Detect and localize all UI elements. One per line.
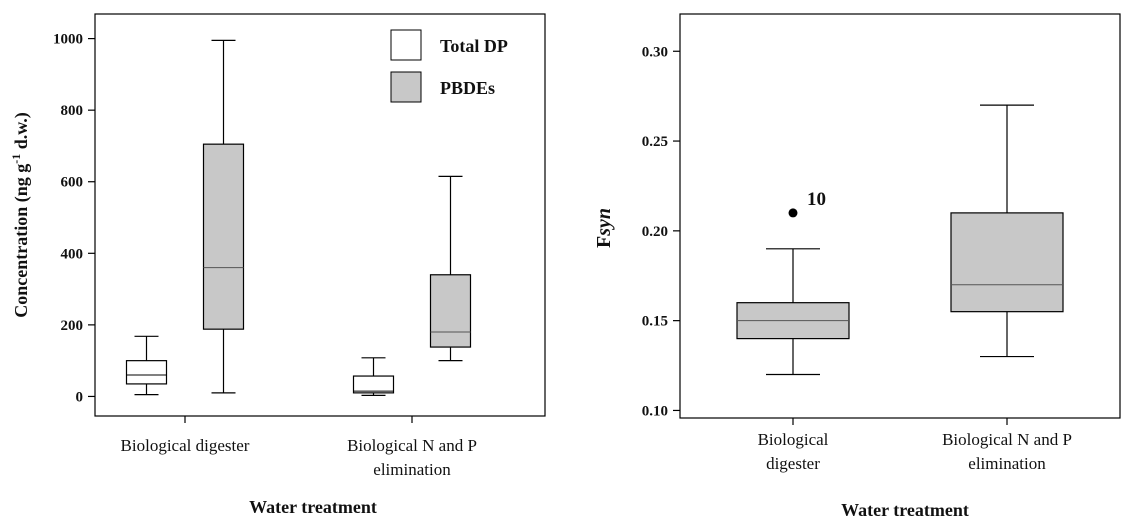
x-tick-label: digester xyxy=(766,454,820,473)
y-tick-label: 0.10 xyxy=(642,403,668,419)
box-plot-total-dp-1 xyxy=(352,357,395,396)
y-tick-label: 1000 xyxy=(53,32,83,48)
box-plot-fsyn-0: 10 xyxy=(736,189,850,376)
x-tick-label: elimination xyxy=(968,454,1046,473)
y-tick-label: 400 xyxy=(61,246,84,262)
y-tick-label: 0.15 xyxy=(642,314,668,330)
legend-swatch-total-dp xyxy=(390,29,422,61)
legend: Total DP PBDEs xyxy=(390,29,508,103)
x-axis-label: Water treatment xyxy=(249,497,377,517)
y-tick-label: 0.30 xyxy=(642,44,668,60)
y-tick-label: 600 xyxy=(61,175,84,191)
outlier-point xyxy=(788,208,798,218)
fsyn-box-plot: 0.100.150.200.250.30 BiologicaldigesterB… xyxy=(593,13,1121,519)
legend-label-total-dp: Total DP xyxy=(440,36,508,56)
x-tick-label: Biological N and P xyxy=(347,436,477,455)
box-plot-total-dp-0 xyxy=(125,335,168,396)
box xyxy=(202,143,245,330)
box-plot-pbdes-1 xyxy=(429,175,472,362)
legend-label-pbdes: PBDEs xyxy=(440,78,495,98)
y-tick-label: 0 xyxy=(76,389,84,405)
box-plot-pbdes-0 xyxy=(202,39,245,394)
y-axis-ticks: 0 200 400 600 800 1000 xyxy=(53,32,95,405)
x-tick-label: Biological N and P xyxy=(942,430,1072,449)
x-axis-ticks: Biological digester Biological N and P eli… xyxy=(121,416,477,479)
x-axis-ticks: Biological digester Biological N and P elim… xyxy=(758,418,1072,473)
y-tick-label: 200 xyxy=(61,318,84,334)
box xyxy=(352,375,395,394)
y-tick-label: 800 xyxy=(61,103,84,119)
box xyxy=(429,274,472,348)
plot-frame xyxy=(679,13,1121,419)
y-tick-label: 0.20 xyxy=(642,224,668,240)
x-axis-label: Water treatment xyxy=(841,500,969,519)
legend-swatch-pbdes xyxy=(390,71,422,103)
box-series xyxy=(125,39,472,396)
y-axis-ticks: 0.10 0.15 0.20 0.25 0.30 xyxy=(642,44,680,419)
y-tick-label: 0.25 xyxy=(642,134,668,150)
x-tick-label: Biological digester xyxy=(121,436,250,455)
x-tick-label: elimination xyxy=(373,460,451,479)
y-axis-label: Concentration (ng g-1 d.w.) xyxy=(9,112,32,318)
plot-frame xyxy=(94,13,546,417)
x-tick-label: Biological xyxy=(758,430,829,449)
y-axis-label: Fsyn xyxy=(593,208,615,248)
box-plot-fsyn-1 xyxy=(950,104,1064,358)
outlier-label: 10 xyxy=(807,189,826,210)
box xyxy=(125,360,168,385)
box xyxy=(950,212,1064,313)
box-series: 10 xyxy=(736,104,1064,376)
